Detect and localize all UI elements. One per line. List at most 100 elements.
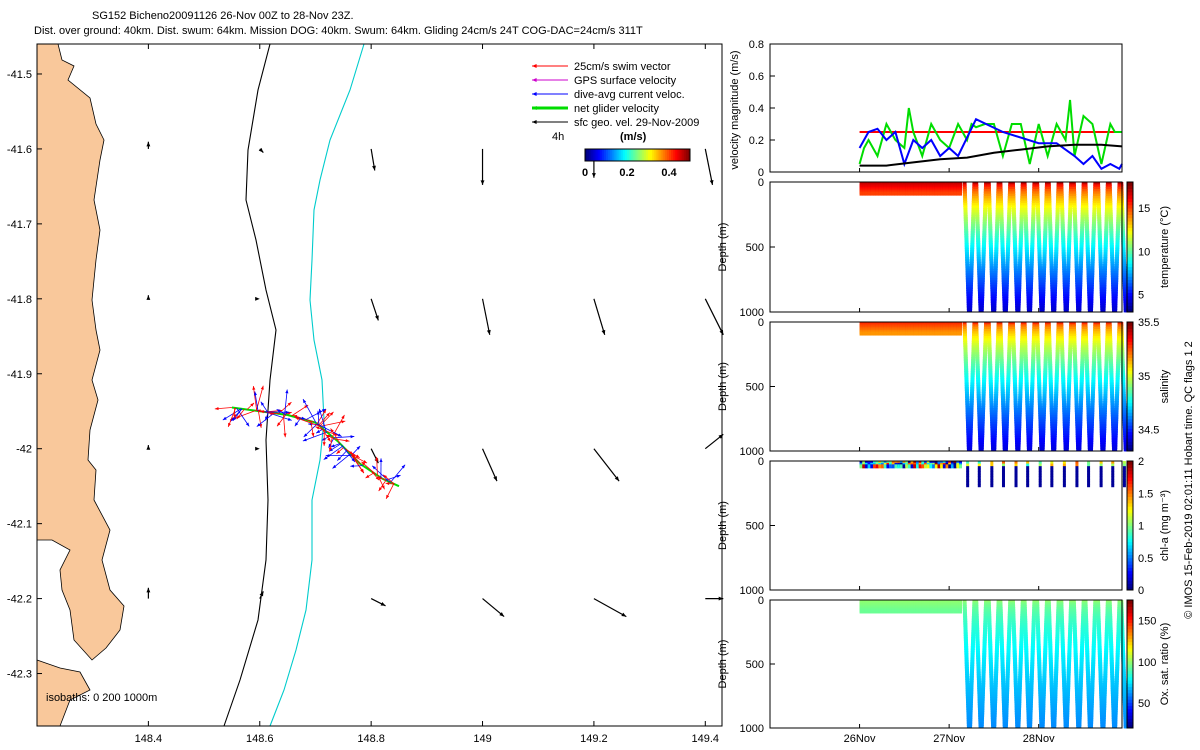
glider-vector-head [351, 458, 355, 462]
heatmap-cell [1085, 238, 1090, 243]
heatmap-cell [1001, 481, 1005, 485]
heatmap-cell [1026, 294, 1031, 299]
heatmap-cell [1072, 203, 1077, 208]
geo-vector-head [146, 295, 151, 300]
geo-vector-head [709, 180, 714, 185]
heatmap-cell [992, 296, 997, 301]
heatmap-cell [1065, 296, 1070, 301]
heatmap-cell [1090, 254, 1095, 259]
colorbar-cell [664, 149, 668, 161]
heatmap-cell [1035, 198, 1040, 203]
heatmap-cell [1077, 431, 1082, 436]
heatmap-cell [970, 641, 975, 646]
heatmap-cell [1022, 184, 1027, 189]
heatmap-cell [994, 652, 999, 657]
heatmap-cell [1000, 238, 1005, 243]
heatmap-cell [971, 335, 976, 340]
heatmap-cell [1117, 326, 1122, 331]
heatmap-cell [969, 676, 974, 681]
heatmap-cell [942, 609, 946, 614]
heatmap-cell [977, 689, 982, 694]
heatmap-cell [977, 471, 981, 475]
heatmap-cell [998, 186, 1003, 191]
heatmap-cell [1006, 224, 1011, 229]
heatmap-cell [1020, 340, 1025, 345]
heatmap-cell [968, 424, 973, 429]
heatmap-cell [1121, 375, 1126, 380]
heatmap-cell [990, 476, 994, 480]
heatmap-cell [966, 433, 971, 438]
heatmap-cell [1036, 231, 1041, 236]
colorbar-cell [1127, 535, 1133, 539]
heatmap-cell [1053, 273, 1058, 278]
heatmap-cell [992, 301, 997, 306]
heatmap-cell [965, 256, 970, 261]
heatmap-cell [1061, 233, 1066, 238]
colorbar-cell [601, 149, 605, 161]
heatmap-cell [989, 676, 994, 681]
heatmap-cell [942, 191, 946, 196]
heatmap-cell [1048, 366, 1053, 371]
colorbar-cell [1127, 541, 1133, 546]
heatmap-cell [894, 191, 898, 196]
heatmap-cell [980, 296, 985, 301]
heatmap-cell [1054, 242, 1059, 247]
heatmap-cell [964, 233, 969, 238]
heatmap-cell [1107, 322, 1112, 326]
colorbar-cell [1127, 344, 1133, 349]
heatmap-cell [971, 345, 976, 350]
heatmap-cell [1041, 426, 1046, 431]
heatmap-cell [1102, 289, 1107, 294]
heatmap-cell [1096, 347, 1101, 352]
heatmap-cell [1105, 186, 1110, 191]
colorbar-cell [648, 149, 651, 161]
heatmap-cell [1020, 335, 1025, 340]
heatmap-cell [963, 205, 968, 210]
heatmap-cell [999, 207, 1004, 212]
heatmap-cell [1004, 296, 1009, 301]
heatmap-cell [1043, 368, 1048, 373]
heatmap-cell [999, 210, 1004, 215]
heatmap-cell [964, 643, 969, 648]
heatmap-cell [1031, 212, 1036, 217]
heatmap-cell [1116, 345, 1121, 350]
colorbar-cell [1127, 493, 1133, 497]
heatmap-cell [1063, 294, 1068, 299]
heatmap-cell [1036, 363, 1041, 368]
glider-vector-head [350, 464, 355, 468]
heatmap-cell [878, 331, 882, 336]
heatmap-cell [1092, 338, 1097, 343]
heatmap-cell [976, 396, 981, 401]
heatmap-cell [1047, 207, 1052, 212]
heatmap-cell [1024, 231, 1029, 236]
heatmap-cell [1055, 347, 1060, 352]
heatmap-cell [990, 291, 995, 296]
heatmap-cell [1097, 375, 1102, 380]
heatmap-cell [988, 366, 993, 371]
heatmap-cell [1102, 410, 1107, 415]
heatmap-cell [1105, 189, 1110, 194]
heatmap-cell [989, 664, 994, 669]
heatmap-cell [1037, 403, 1042, 408]
heatmap-cell [963, 629, 968, 634]
heatmap-cell [1115, 245, 1120, 250]
heatmap-cell [968, 433, 973, 438]
heatmap-cell [976, 652, 981, 657]
heatmap-cell [965, 254, 970, 259]
glider-vector-head [228, 422, 232, 427]
heatmap-cell [975, 632, 980, 637]
heatmap-cell [1081, 340, 1086, 345]
heatmap-cell [1083, 193, 1088, 198]
heatmap-cell [1042, 240, 1047, 245]
heatmap-cell [1030, 380, 1035, 385]
heatmap-cell [929, 191, 933, 196]
heatmap-cell [984, 600, 989, 604]
heatmap-cell [1084, 221, 1089, 226]
heatmap-cell [1028, 426, 1033, 431]
heatmap-cell [990, 699, 995, 704]
heatmap-cell [1012, 214, 1017, 219]
heatmap-cell [1107, 328, 1112, 333]
colorbar-cell [1127, 531, 1133, 536]
heatmap-cell [1083, 186, 1088, 191]
heatmap-cell [1079, 384, 1084, 389]
